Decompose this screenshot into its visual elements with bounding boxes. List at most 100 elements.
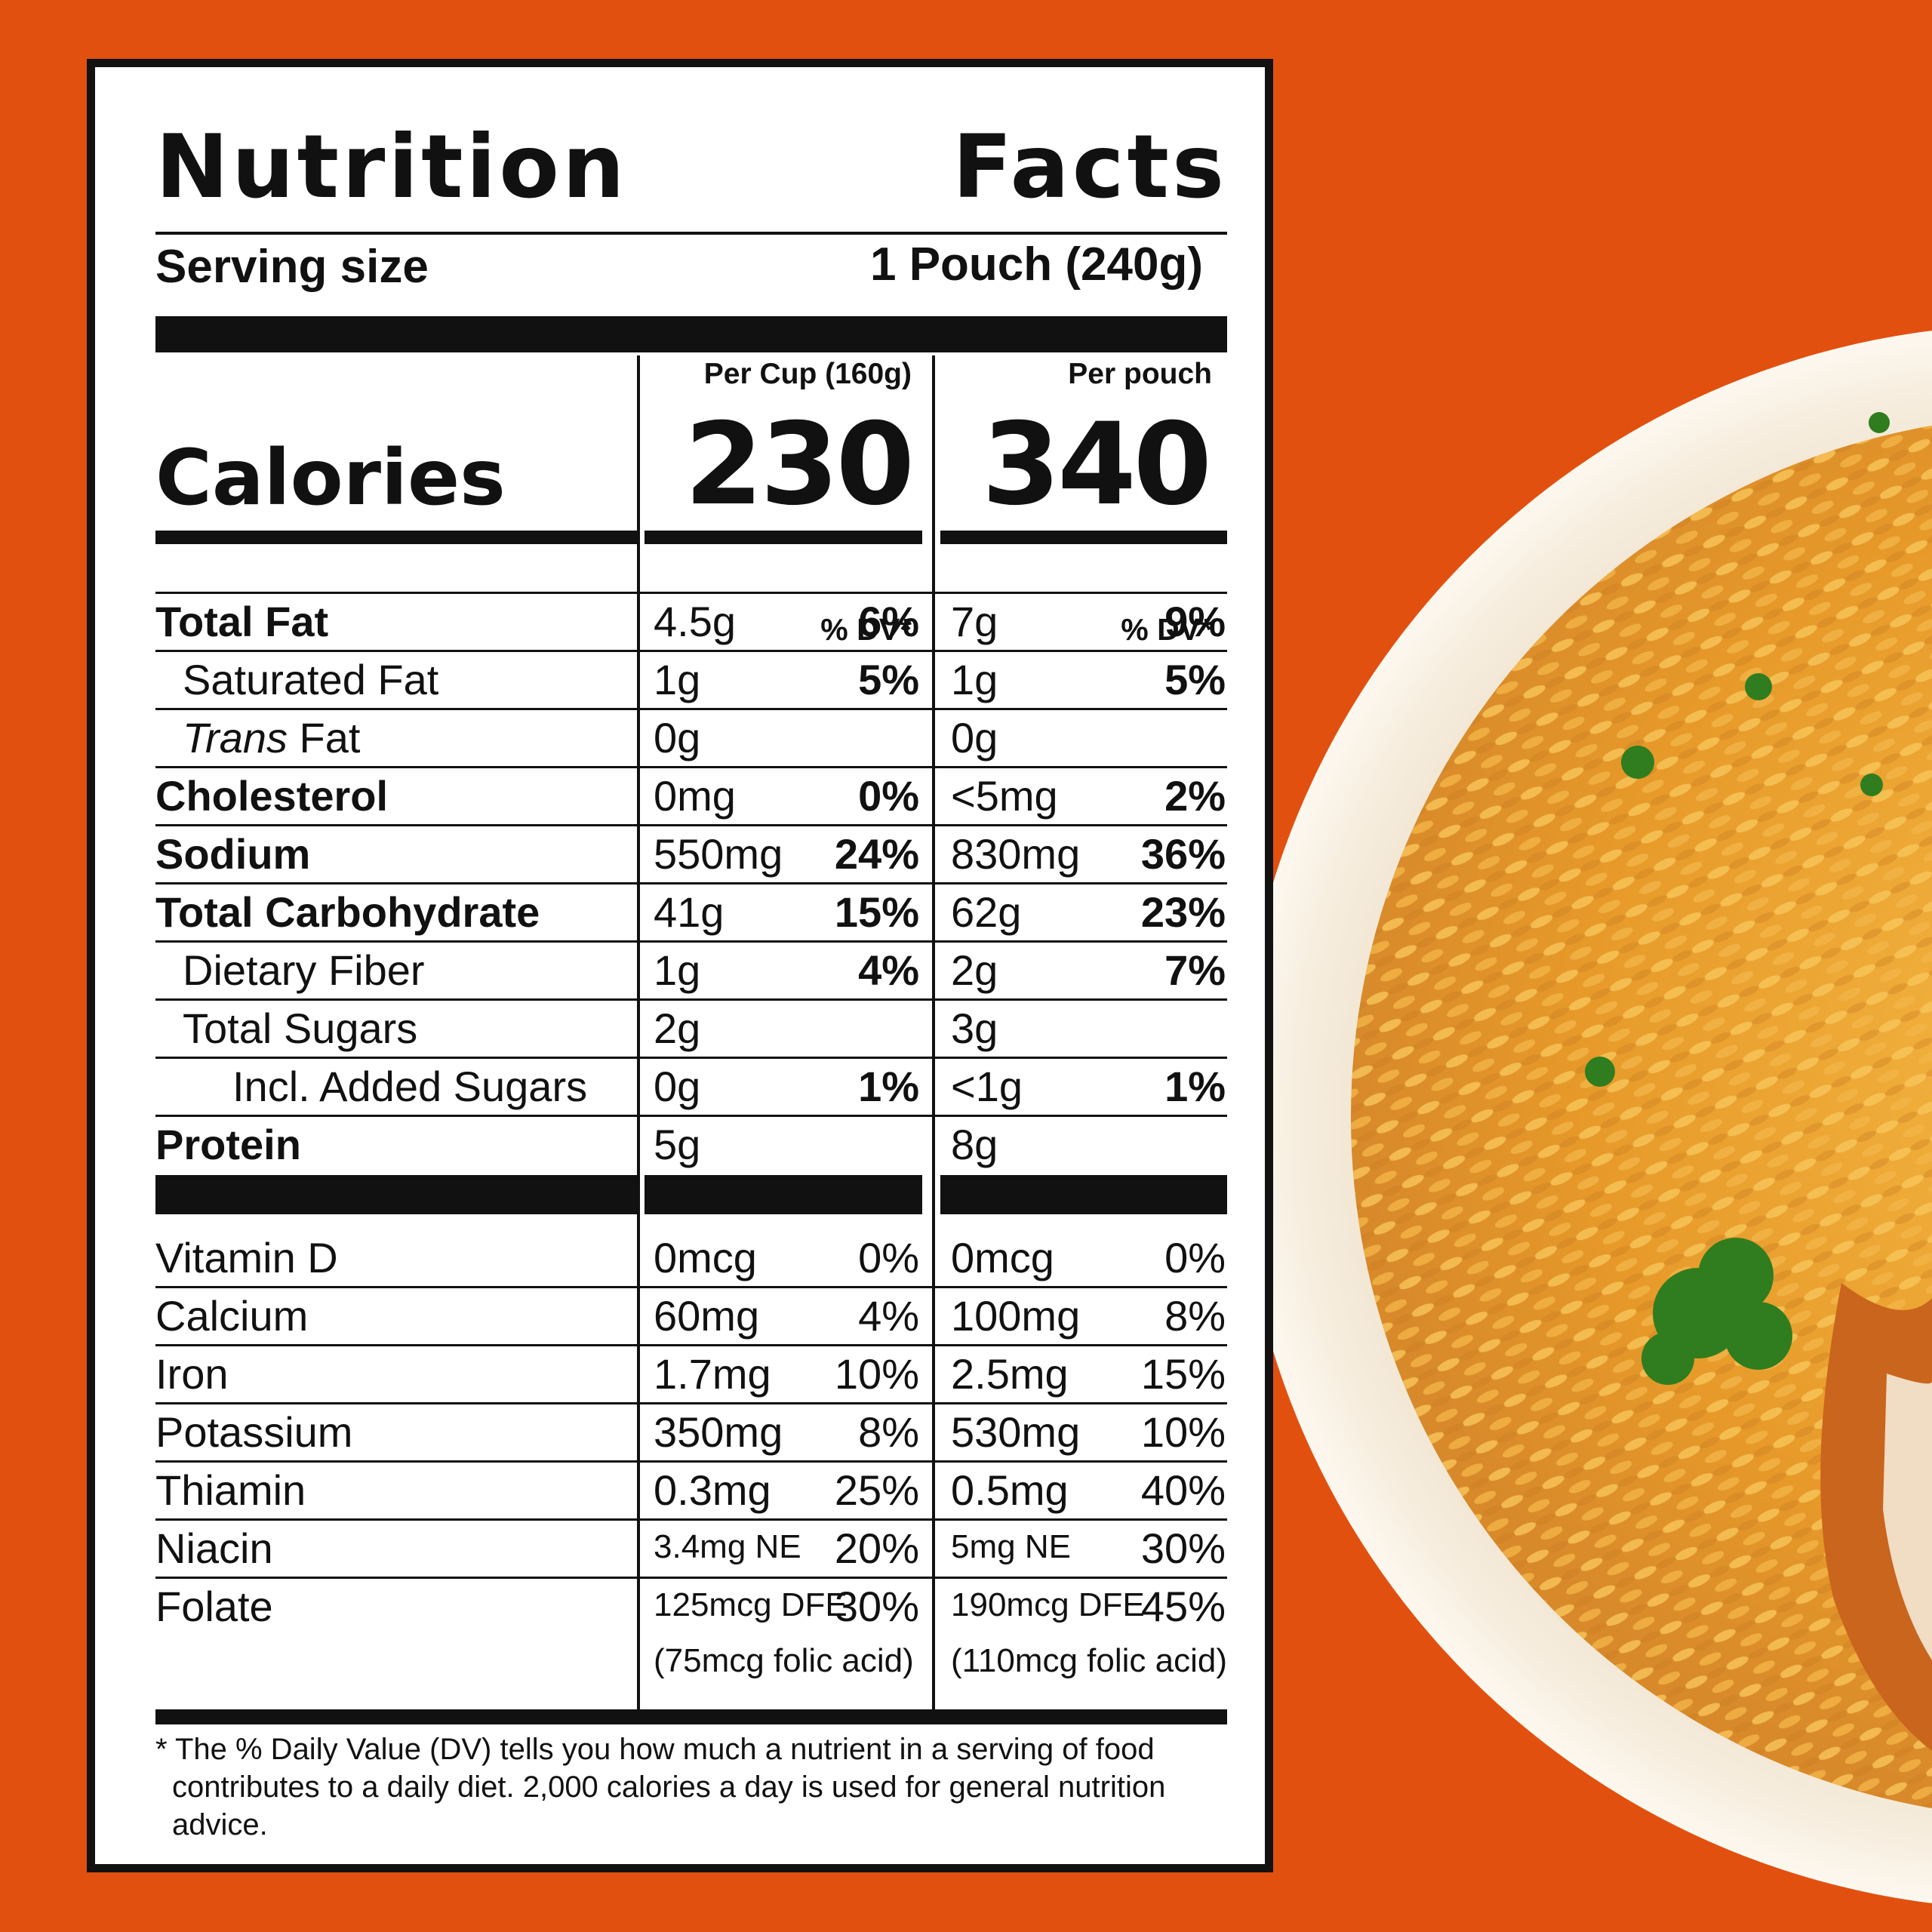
nutrient-name: Protein: [155, 1121, 301, 1168]
amount-cup: 0mg: [654, 772, 736, 820]
amount-pouch: 0mcg: [951, 1234, 1054, 1281]
nutrient-name: Dietary Fiber: [183, 946, 425, 994]
amount-pouch: 100mg: [951, 1292, 1081, 1340]
footnote-line: * The % Daily Value (DV) tells you how m…: [155, 1733, 1155, 1766]
vitamin-name: Thiamin: [155, 1466, 306, 1514]
daily-value-footnote: * The % Daily Value (DV) tells you how m…: [155, 1730, 1227, 1844]
row-divider: [155, 1286, 1227, 1288]
dv-header-pouch: % DV*: [1121, 612, 1212, 647]
row-divider: [155, 1402, 1227, 1404]
dv-pouch: 1%: [1164, 1063, 1226, 1110]
dv-pouch: 2%: [1164, 772, 1226, 820]
per-pouch-header: Per pouch: [1068, 358, 1212, 390]
row-divider: [155, 824, 1227, 826]
nutrient-name: Total Sugars: [183, 1004, 418, 1052]
amount-cup: 0mcg: [654, 1234, 757, 1281]
row-divider: [155, 708, 1227, 710]
label-title: Nutrition Facts: [155, 103, 1227, 232]
serving-size-value: 1 Pouch (240g): [870, 238, 1203, 291]
dv-cup: 5%: [858, 656, 919, 703]
amount-cup: 550mg: [654, 830, 783, 878]
amount-pouch: 530mg: [951, 1408, 1081, 1456]
dv-cup: 4%: [858, 946, 919, 994]
calories-per-pouch: 340: [981, 399, 1212, 531]
dv-cup: 25%: [834, 1466, 919, 1514]
thick-divider: [645, 1175, 922, 1214]
thick-divider: [155, 316, 1227, 352]
amount-pouch: 7g: [951, 598, 998, 645]
vitamin-name: Folate: [155, 1583, 273, 1630]
amount-pouch: 5mg NE: [951, 1528, 1071, 1565]
amount-pouch: 2g: [951, 946, 998, 994]
amount-pouch: <5mg: [951, 772, 1058, 820]
dv-cup: 0%: [858, 1234, 919, 1281]
folic-acid-cup: (75mcg folic acid): [654, 1642, 914, 1679]
dv-pouch: 10%: [1140, 1408, 1226, 1456]
amount-pouch: 190mcg DFE: [951, 1586, 1145, 1623]
dv-cup: 30%: [834, 1583, 919, 1630]
divider: [155, 232, 1227, 235]
dv-pouch: 15%: [1140, 1350, 1226, 1398]
amount-pouch: <1g: [951, 1063, 1023, 1110]
row-divider: [155, 1344, 1227, 1346]
row-divider: [155, 998, 1227, 1001]
dv-cup: 24%: [834, 830, 919, 878]
amount-cup: 1g: [654, 946, 701, 994]
calories-rule: [155, 531, 638, 544]
amount-cup: 4.5g: [654, 598, 736, 645]
dv-cup: 0%: [858, 772, 919, 820]
amount-cup: 41g: [654, 888, 724, 936]
calories-rule: [940, 531, 1227, 544]
amount-pouch: 0g: [951, 714, 998, 761]
dv-cup: 1%: [858, 1063, 919, 1110]
nutrient-name: Total Carbohydrate: [155, 888, 540, 936]
row-divider: [155, 882, 1227, 884]
folic-acid-pouch: (110mcg folic acid): [951, 1642, 1227, 1679]
amount-cup: 0g: [654, 714, 701, 761]
chicken-piece: [1820, 1283, 1932, 1751]
row-divider: [155, 1577, 1227, 1579]
amount-pouch: 1g: [951, 656, 998, 703]
amount-pouch: 3g: [951, 1004, 998, 1052]
row-divider: [155, 940, 1227, 943]
dv-cup: 4%: [858, 1292, 919, 1340]
nutrient-name: Incl. Added Sugars: [232, 1063, 588, 1110]
amount-cup: 350mg: [654, 1408, 783, 1456]
dv-pouch: 23%: [1140, 888, 1226, 936]
row-divider: [155, 766, 1227, 768]
vitamin-name: Potassium: [155, 1408, 353, 1456]
dv-pouch: 7%: [1164, 946, 1226, 994]
nutrient-name: Saturated Fat: [183, 656, 439, 703]
amount-cup: 2g: [654, 1004, 701, 1052]
title-word: Facts: [952, 116, 1227, 218]
row-divider: [155, 650, 1227, 652]
nutrition-facts-label: Nutrition Facts Serving size 1 Pouch (24…: [87, 59, 1273, 1872]
dv-cup: 20%: [834, 1524, 919, 1572]
row-divider: [155, 1518, 1227, 1521]
serving-size-label: Serving size: [155, 241, 429, 293]
amount-pouch: 62g: [951, 888, 1022, 936]
thick-divider: [155, 1175, 638, 1214]
nutrient-name: Total Fat: [155, 598, 329, 645]
title-word: Nutrition: [155, 116, 628, 218]
nutrient-name: Cholesterol: [155, 772, 389, 820]
rice-pile: [1351, 425, 1932, 1809]
row-divider: [155, 1115, 1227, 1117]
dv-pouch: 0%: [1164, 1234, 1226, 1281]
dv-header-cup: % DV*: [820, 612, 912, 647]
dv-cup: 6%: [858, 598, 919, 645]
dv-cup: 15%: [834, 888, 919, 936]
dv-pouch: 30%: [1140, 1524, 1226, 1572]
dv-cup: 10%: [834, 1350, 919, 1398]
thick-divider: [940, 1175, 1227, 1214]
row-divider: [155, 1460, 1227, 1463]
dv-pouch: 40%: [1140, 1466, 1226, 1514]
amount-cup: 1.7mg: [654, 1350, 771, 1398]
amount-cup: 1g: [654, 656, 701, 703]
amount-cup: 0g: [654, 1063, 701, 1110]
thick-divider: [155, 1709, 1227, 1724]
amount-cup: 5g: [654, 1121, 701, 1168]
row-divider: [155, 1057, 1227, 1059]
parsley-garnish: [1585, 412, 1890, 1385]
amount-pouch: 0.5mg: [951, 1466, 1069, 1514]
